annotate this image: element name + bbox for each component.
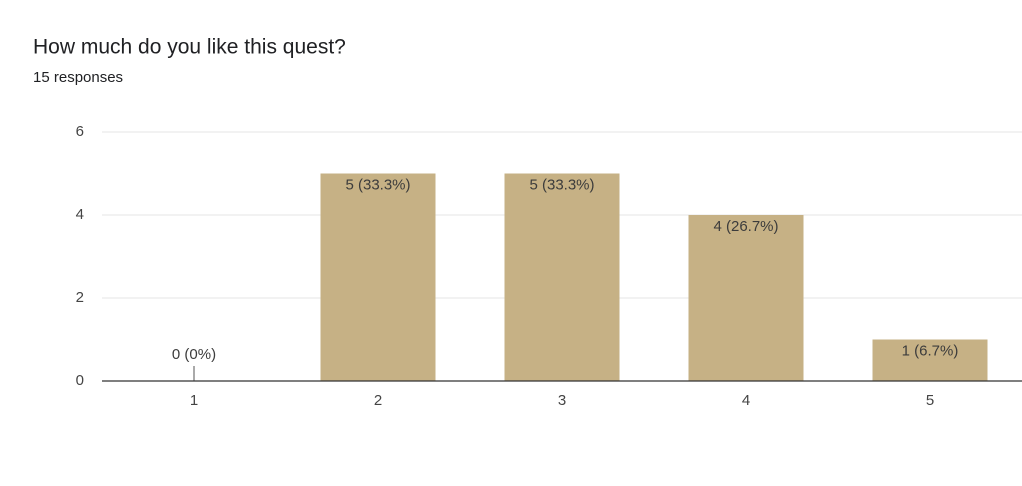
x-tick-label: 5 [926,392,934,409]
chart-subtitle: 15 responses [33,69,123,86]
x-tick-label: 3 [558,392,566,409]
bar [688,215,804,381]
bar [320,173,436,381]
value-label: 1 (6.7%) [902,342,959,359]
y-tick-label: 4 [76,206,84,223]
y-tick-label: 2 [76,289,84,306]
chart-title: How much do you like this quest? [33,36,346,59]
bar [872,339,988,381]
value-label: 5 (33.3%) [529,176,594,193]
value-label: 4 (26.7%) [713,218,778,235]
x-tick-label: 4 [742,392,750,409]
x-tick-label: 2 [374,392,382,409]
x-tick-label: 1 [190,392,198,409]
bar [504,173,620,381]
value-label: 5 (33.3%) [345,176,410,193]
y-tick-label: 6 [76,123,84,140]
y-tick-label: 0 [76,372,84,389]
value-label: 0 (0%) [172,346,216,363]
